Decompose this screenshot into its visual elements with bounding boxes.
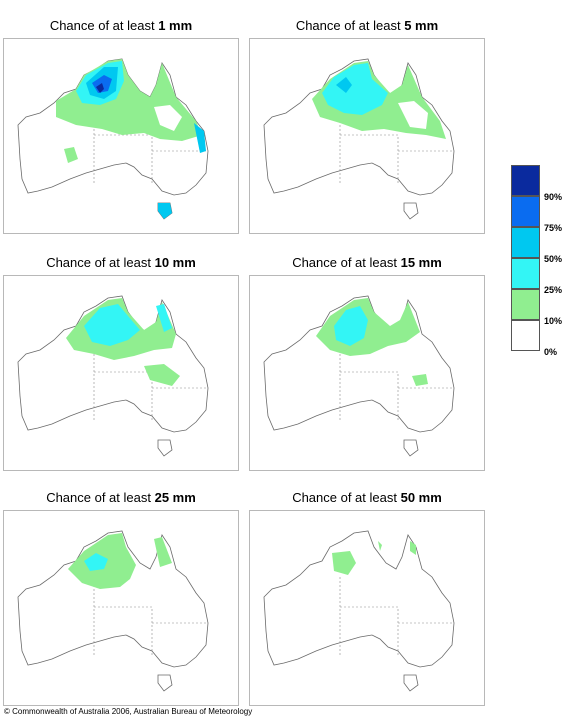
legend-label: 50% bbox=[544, 254, 563, 264]
rainfall-chance-map bbox=[249, 510, 485, 706]
legend-swatch-25 bbox=[511, 258, 540, 289]
legend-label: 75% bbox=[544, 223, 563, 233]
panel-title: Chance of at least 1 mm bbox=[49, 18, 193, 33]
map-panel-10mm: Chance of at least 10 mm bbox=[3, 255, 239, 471]
legend-swatch-50 bbox=[511, 227, 540, 258]
map-panel-5mm: Chance of at least 5 mm bbox=[249, 18, 485, 234]
panel-title: Chance of at least 50 mm bbox=[292, 490, 442, 505]
rain-probability-fill bbox=[56, 59, 206, 219]
map-panel-25mm: Chance of at least 25 mm bbox=[3, 490, 239, 706]
rainfall-chance-map bbox=[3, 38, 239, 234]
legend-label: 90% bbox=[544, 192, 563, 202]
legend-label: 25% bbox=[544, 285, 563, 295]
legend-label: 10% bbox=[544, 316, 563, 326]
copyright-credit: © Commonwealth of Australia 2006, Austra… bbox=[4, 707, 253, 716]
rainfall-chance-map bbox=[3, 275, 239, 471]
panel-title: Chance of at least 5 mm bbox=[295, 18, 439, 33]
legend-swatch-90 bbox=[511, 165, 540, 196]
map-panel-50mm: Chance of at least 50 mm bbox=[249, 490, 485, 706]
rainfall-chance-map bbox=[3, 510, 239, 706]
map-panel-1mm: Chance of at least 1 mm bbox=[3, 18, 239, 234]
legend-label: 0% bbox=[544, 347, 558, 357]
panel-title: Chance of at least 25 mm bbox=[46, 490, 196, 505]
map-panel-15mm: Chance of at least 15 mm bbox=[249, 255, 485, 471]
rainfall-chance-map bbox=[249, 38, 485, 234]
legend-swatch-0 bbox=[511, 320, 540, 351]
legend-swatch-10 bbox=[511, 289, 540, 320]
panel-title: Chance of at least 10 mm bbox=[46, 255, 196, 270]
probability-legend: 90% 75% 50% 25% 10% 0% bbox=[511, 165, 562, 357]
panel-title: Chance of at least 15 mm bbox=[292, 255, 442, 270]
legend-swatch-75 bbox=[511, 196, 540, 227]
rainfall-chance-map bbox=[249, 275, 485, 471]
